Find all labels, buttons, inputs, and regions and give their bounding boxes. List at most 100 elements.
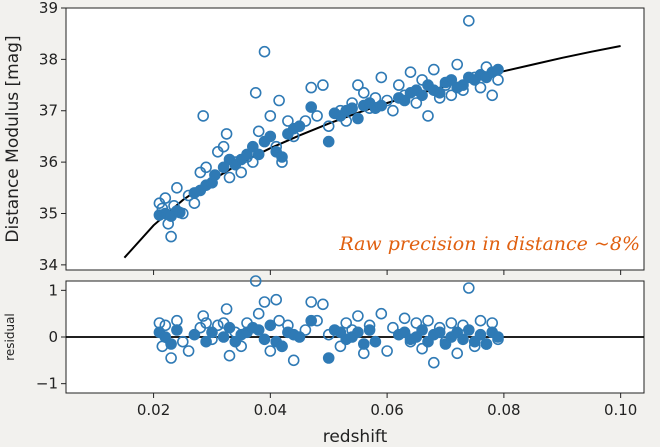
residual-y-axis-label: residual	[3, 313, 17, 361]
main-y-tick-label: 38	[39, 50, 58, 68]
residual-open-point	[182, 345, 195, 357]
main-open-point	[197, 110, 209, 122]
main-open-point	[462, 14, 475, 27]
residual-open-point	[212, 319, 224, 332]
main-plot-area	[65, 7, 645, 271]
residual-open-point	[433, 321, 446, 334]
precision-annotation: Raw precision in distance ~8%	[338, 233, 640, 255]
residual-open-point	[398, 312, 411, 325]
residual-open-point	[363, 319, 376, 332]
x-axis-label: redshift	[323, 427, 388, 447]
main-filled-point	[416, 89, 428, 102]
residual-filled-point	[200, 335, 212, 348]
residual-open-point	[451, 347, 464, 360]
residual-open-point	[410, 317, 423, 329]
residual-panel: 0.02 0.04 0.06 0.08 0.10 −1 0 1 residual redsh…	[3, 275, 645, 447]
main-open-point	[492, 74, 504, 86]
main-open-point	[480, 61, 493, 73]
main-open-point	[375, 71, 388, 84]
main-open-point	[305, 81, 318, 94]
residual-open-point	[422, 314, 434, 327]
main-open-point	[398, 89, 411, 102]
residual-open-point	[223, 349, 236, 362]
residual-open-point	[416, 342, 428, 355]
main-open-point	[427, 63, 440, 76]
residual-open-point	[462, 282, 475, 294]
main-y-axis-label: Distance Modulus [mag]	[3, 35, 23, 242]
main-open-point	[422, 110, 434, 122]
main-filled-point	[322, 135, 335, 148]
residual-open-point	[206, 333, 218, 346]
main-filled-point	[305, 101, 318, 113]
main-open-point	[235, 166, 247, 179]
main-open-point	[381, 94, 393, 107]
main-y-ticks: 34 35 36 37 38 39	[39, 0, 66, 274]
main-open-point	[270, 140, 283, 153]
residual-open-point	[492, 333, 504, 346]
main-open-point	[369, 92, 382, 104]
residual-open-point	[276, 340, 288, 353]
main-open-point	[433, 92, 446, 104]
main-open-point	[410, 97, 423, 109]
residual-open-point	[445, 317, 458, 329]
residual-y-tick-label: 1	[48, 281, 58, 299]
main-open-point	[392, 79, 405, 91]
main-filled-point	[247, 140, 259, 153]
main-open-point	[451, 58, 464, 71]
residual-y-ticks: −1 0 1	[36, 281, 66, 393]
main-open-point	[387, 104, 399, 117]
main-open-point	[276, 156, 288, 168]
main-open-point	[168, 200, 180, 212]
main-open-point	[317, 79, 329, 91]
residual-filled-point	[252, 324, 265, 336]
main-open-point	[282, 115, 294, 127]
main-open-point	[322, 120, 335, 132]
residual-open-point	[352, 310, 364, 322]
main-open-point	[229, 156, 242, 168]
residual-open-point	[299, 324, 312, 336]
residual-open-point	[404, 335, 417, 348]
residual-y-tick-label: −1	[36, 375, 58, 393]
main-open-point	[328, 107, 341, 120]
residual-open-point	[258, 296, 271, 308]
residual-open-point	[474, 314, 487, 327]
residual-filled-point	[352, 326, 364, 339]
residual-open-point	[439, 335, 452, 348]
residual-filled-point	[264, 319, 277, 332]
main-open-point	[404, 66, 417, 78]
residual-open-point	[220, 303, 233, 315]
residual-open-point	[165, 352, 177, 364]
main-open-point	[439, 79, 452, 91]
residual-open-point	[427, 356, 440, 369]
main-filled-point	[352, 112, 364, 125]
residual-open-point	[381, 345, 393, 357]
residual-x-tick-label: 0.04	[254, 401, 287, 419]
main-open-point	[220, 128, 233, 140]
main-open-point	[182, 189, 195, 202]
main-open-point	[264, 110, 277, 122]
residual-x-tick-label: 0.08	[487, 401, 520, 419]
main-open-point	[200, 161, 212, 174]
residual-open-point	[322, 328, 335, 341]
residual-x-ticks: 0.02 0.04 0.06 0.08 0.10	[137, 393, 637, 419]
residual-x-tick-label: 0.02	[137, 401, 170, 419]
residual-open-point	[346, 324, 358, 336]
main-open-point	[258, 45, 271, 58]
main-open-point	[217, 140, 230, 153]
residual-filled-point	[369, 335, 382, 348]
residual-y-tick-label: 0	[48, 328, 58, 346]
main-open-point	[162, 218, 174, 230]
residual-open-point	[197, 310, 209, 322]
main-y-tick-label: 39	[39, 0, 58, 17]
main-open-point	[188, 197, 201, 209]
residual-open-point	[270, 293, 283, 306]
main-y-tick-label: 36	[39, 153, 58, 171]
residual-open-point	[468, 340, 481, 353]
residual-open-point	[457, 319, 469, 332]
residual-open-point	[305, 296, 318, 308]
residual-x-tick-label: 0.06	[370, 401, 403, 419]
residual-open-point	[252, 307, 265, 320]
residual-open-point	[317, 298, 329, 311]
residual-open-point	[480, 338, 493, 350]
